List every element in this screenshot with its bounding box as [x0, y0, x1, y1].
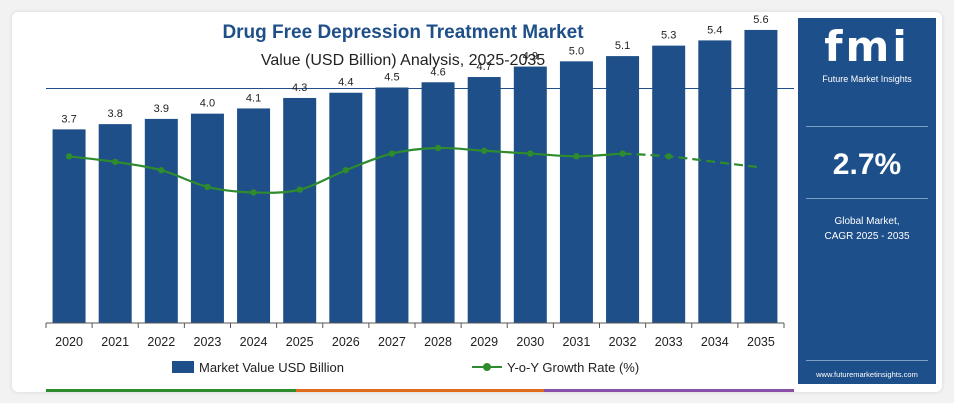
- legend-line-label: Y-o-Y Growth Rate (%): [506, 359, 640, 375]
- bar-2028: [421, 82, 455, 324]
- sidebar-divider-bottom: [806, 360, 928, 361]
- bar-2027: [375, 87, 409, 323]
- x-tick-label-2021: 2021: [101, 335, 129, 349]
- bar-value-label-2034: 5.4: [707, 24, 722, 36]
- bar-2024: [237, 108, 271, 323]
- bar-2021: [98, 124, 132, 323]
- growth-line-dashed: [622, 152, 762, 169]
- bar-value-label-2021: 3.8: [108, 108, 123, 120]
- bar-value-label-2031: 5.0: [569, 45, 584, 57]
- website-url: www.futuremarketinsights.com: [816, 370, 918, 379]
- bar-2022: [144, 118, 178, 324]
- x-tick-label-2033: 2033: [655, 335, 683, 349]
- x-tick-label-2023: 2023: [194, 335, 222, 349]
- growth-point-2028: [434, 144, 442, 152]
- bottom-accent-bar: [46, 389, 794, 392]
- sidebar-divider-middle: [806, 198, 928, 199]
- cagr-label: Global Market, CAGR 2025 - 2035: [798, 214, 936, 244]
- x-tick-label-2032: 2032: [609, 335, 637, 349]
- growth-point-2033: [665, 153, 672, 160]
- bar-value-label-2026: 4.4: [338, 77, 353, 89]
- legend-bar-swatch: [172, 361, 194, 373]
- x-tick-label-2026: 2026: [332, 335, 360, 349]
- x-tick-label-2028: 2028: [424, 335, 452, 349]
- bar-value-label-2028: 4.6: [430, 66, 445, 78]
- cagr-value: 2.7%: [832, 148, 902, 181]
- chart-title: Drug Free Depression Treatment Market: [222, 22, 584, 43]
- bar-value-label-2030: 4.9: [523, 51, 538, 63]
- x-tick-label-2031: 2031: [563, 335, 591, 349]
- bar-value-label-2029: 4.7: [477, 61, 492, 73]
- bar-value-label-2020: 3.7: [61, 113, 76, 125]
- sidebar-panel: fmi Future Market Insights 2.7% Global M…: [798, 18, 936, 384]
- bar-value-label-2033: 5.3: [661, 30, 676, 42]
- x-tick-label-2025: 2025: [286, 335, 314, 349]
- growth-point-2021: [111, 158, 119, 166]
- x-tick-label-2022: 2022: [147, 335, 175, 349]
- bar-value-label-2035: 5.6: [753, 14, 768, 26]
- bar-value-label-2025: 4.3: [292, 82, 307, 94]
- bar-line-chart: 3.7 2020 3.8 2021 3.9 2022 4.0 2023 4.1 2024 4.3 20…: [45, 14, 785, 349]
- chart-card: Drug Free Depression Treatment Market Va…: [12, 12, 942, 392]
- x-tick-label-2027: 2027: [378, 335, 406, 349]
- x-tick-label-2020: 2020: [55, 335, 83, 349]
- growth-point-2025: [296, 186, 303, 193]
- bar-2034: [698, 40, 732, 324]
- growth-point-2026: [342, 167, 350, 174]
- bar-2031: [559, 61, 593, 323]
- growth-point-2023: [204, 183, 211, 191]
- logo-subtitle: Future Market Insights: [822, 74, 912, 84]
- sidebar-divider-top: [806, 126, 928, 127]
- growth-point-2022: [158, 167, 165, 174]
- legend-line-swatch: [471, 361, 502, 373]
- bar-2033: [652, 45, 686, 324]
- growth-point-2020: [65, 153, 73, 160]
- bar-2030: [513, 66, 547, 324]
- growth-point-2031: [573, 153, 580, 160]
- fmi-logo: fmi: [824, 22, 910, 71]
- bar-2032: [606, 56, 640, 323]
- x-tick-label-2035: 2035: [747, 335, 775, 349]
- growth-point-2027: [388, 150, 396, 157]
- bar-value-label-2022: 3.9: [154, 103, 169, 115]
- x-tick-label-2029: 2029: [470, 335, 498, 349]
- cagr-label-line1: Global Market,: [834, 216, 900, 227]
- bar-2026: [329, 92, 363, 323]
- bar-2035: [744, 29, 778, 324]
- cagr-label-line2: CAGR 2025 - 2035: [824, 231, 910, 242]
- legend-bar-label: Market Value USD Billion: [199, 359, 344, 375]
- legend: Market Value USD Billion Y-o-Y Growth Ra…: [172, 357, 639, 377]
- growth-point-2032: [619, 150, 626, 157]
- bar-2023: [190, 113, 224, 324]
- header-divider: [46, 88, 794, 89]
- bar-2025: [283, 97, 317, 323]
- growth-point-2030: [527, 150, 534, 157]
- x-tick-label-2034: 2034: [701, 335, 729, 349]
- bar-value-label-2023: 4.0: [200, 98, 215, 110]
- bar-value-label-2027: 4.5: [384, 72, 399, 84]
- bar-2029: [467, 77, 501, 324]
- bar-value-label-2032: 5.1: [615, 40, 630, 52]
- growth-point-2024: [250, 189, 257, 196]
- x-tick-label-2024: 2024: [240, 335, 268, 349]
- x-tick-label-2030: 2030: [516, 335, 544, 349]
- bar-value-label-2024: 4.1: [246, 92, 261, 104]
- bar-2020: [52, 129, 86, 323]
- growth-point-2029: [480, 147, 488, 154]
- chart-subtitle: Value (USD Billion) Analysis, 2025-2035: [260, 52, 546, 69]
